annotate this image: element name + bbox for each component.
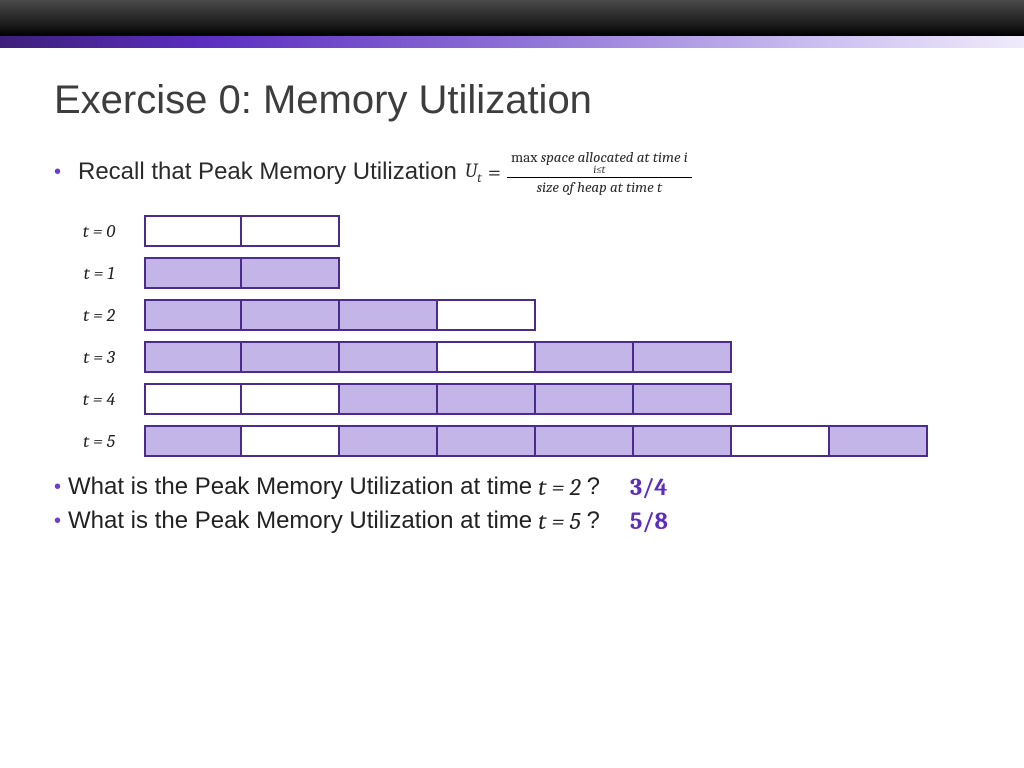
memory-cell-allocated	[634, 341, 732, 373]
bullet-icon: •	[54, 477, 68, 497]
question-answer: 5/8	[630, 507, 668, 535]
diagram-row: t = 4	[54, 381, 970, 417]
row-time-label: t = 5	[54, 431, 144, 452]
bullet-icon: •	[54, 511, 68, 531]
recall-prefix: Recall that Peak Memory Utilization	[78, 158, 457, 186]
slide-title: Exercise 0: Memory Utilization	[54, 78, 970, 123]
memory-cell-allocated	[536, 383, 634, 415]
memory-cell-allocated	[242, 299, 340, 331]
row-time-label: t = 3	[54, 347, 144, 368]
memory-cell-allocated	[144, 257, 242, 289]
memory-cell-allocated	[340, 299, 438, 331]
memory-cell-allocated	[340, 341, 438, 373]
memory-cell-allocated	[144, 299, 242, 331]
row-time-label: t = 2	[54, 305, 144, 326]
question-prefix: What is the Peak Memory Utilization at t…	[68, 507, 532, 535]
memory-cell-free	[242, 215, 340, 247]
questions-block: •What is the Peak Memory Utilization at …	[54, 473, 970, 535]
memory-cell-free	[242, 425, 340, 457]
row-cells	[144, 257, 340, 289]
bullet-icon: •	[54, 162, 68, 182]
question-suffix: ?	[587, 473, 600, 501]
question-time: t = 2	[538, 473, 580, 501]
formula-num-sub: i≤t	[593, 164, 605, 176]
formula-num-rest: space allocated at time i	[538, 148, 688, 166]
diagram-row: t = 5	[54, 423, 970, 459]
memory-cell-free	[732, 425, 830, 457]
formula-num-max: max	[511, 148, 538, 166]
diagram-row: t = 0	[54, 213, 970, 249]
formula-lhs: U	[465, 159, 477, 182]
diagram-row: t = 1	[54, 255, 970, 291]
row-cells	[144, 215, 340, 247]
memory-cell-allocated	[634, 383, 732, 415]
formula-lhs-sub: t	[477, 171, 481, 186]
memory-cell-free	[438, 341, 536, 373]
row-cells	[144, 341, 732, 373]
question-answer: 3/4	[630, 473, 668, 501]
memory-cell-allocated	[144, 341, 242, 373]
memory-cell-allocated	[340, 425, 438, 457]
question-prefix: What is the Peak Memory Utilization at t…	[68, 473, 532, 501]
memory-cell-allocated	[242, 257, 340, 289]
row-time-label: t = 4	[54, 389, 144, 410]
row-cells	[144, 299, 536, 331]
memory-cell-allocated	[438, 425, 536, 457]
slide-content: Exercise 0: Memory Utilization • Recall …	[0, 48, 1024, 535]
memory-cell-free	[438, 299, 536, 331]
row-cells	[144, 383, 732, 415]
memory-cell-allocated	[536, 425, 634, 457]
row-time-label: t = 0	[54, 221, 144, 242]
question-row: •What is the Peak Memory Utilization at …	[54, 473, 970, 501]
question-text: What is the Peak Memory Utilization at t…	[68, 507, 600, 535]
row-time-label: t = 1	[54, 263, 144, 284]
header-gradient-purple	[0, 36, 1024, 48]
memory-cell-allocated	[340, 383, 438, 415]
row-cells	[144, 425, 928, 457]
memory-cell-allocated	[830, 425, 928, 457]
formula-fraction: max space allocated at time i i≤t size o…	[507, 149, 692, 195]
header-gradient-dark	[0, 0, 1024, 36]
memory-cell-allocated	[242, 341, 340, 373]
memory-cell-free	[144, 383, 242, 415]
diagram-row: t = 3	[54, 339, 970, 375]
formula-equals: =	[488, 158, 501, 186]
formula: Ut = max space allocated at time i i≤t s…	[465, 149, 692, 195]
memory-cell-free	[242, 383, 340, 415]
question-row: •What is the Peak Memory Utilization at …	[54, 507, 970, 535]
question-suffix: ?	[587, 507, 600, 535]
memory-diagram: t = 0 t = 1 t = 2 t = 3 t = 4 t = 5	[54, 213, 970, 459]
question-time: t = 5	[538, 507, 580, 535]
question-text: What is the Peak Memory Utilization at t…	[68, 473, 600, 501]
recall-line: • Recall that Peak Memory Utilization Ut…	[54, 149, 970, 195]
memory-cell-allocated	[634, 425, 732, 457]
diagram-row: t = 2	[54, 297, 970, 333]
memory-cell-allocated	[144, 425, 242, 457]
memory-cell-allocated	[536, 341, 634, 373]
formula-den: size of heap at time t	[537, 178, 662, 196]
memory-cell-allocated	[438, 383, 536, 415]
memory-cell-free	[144, 215, 242, 247]
